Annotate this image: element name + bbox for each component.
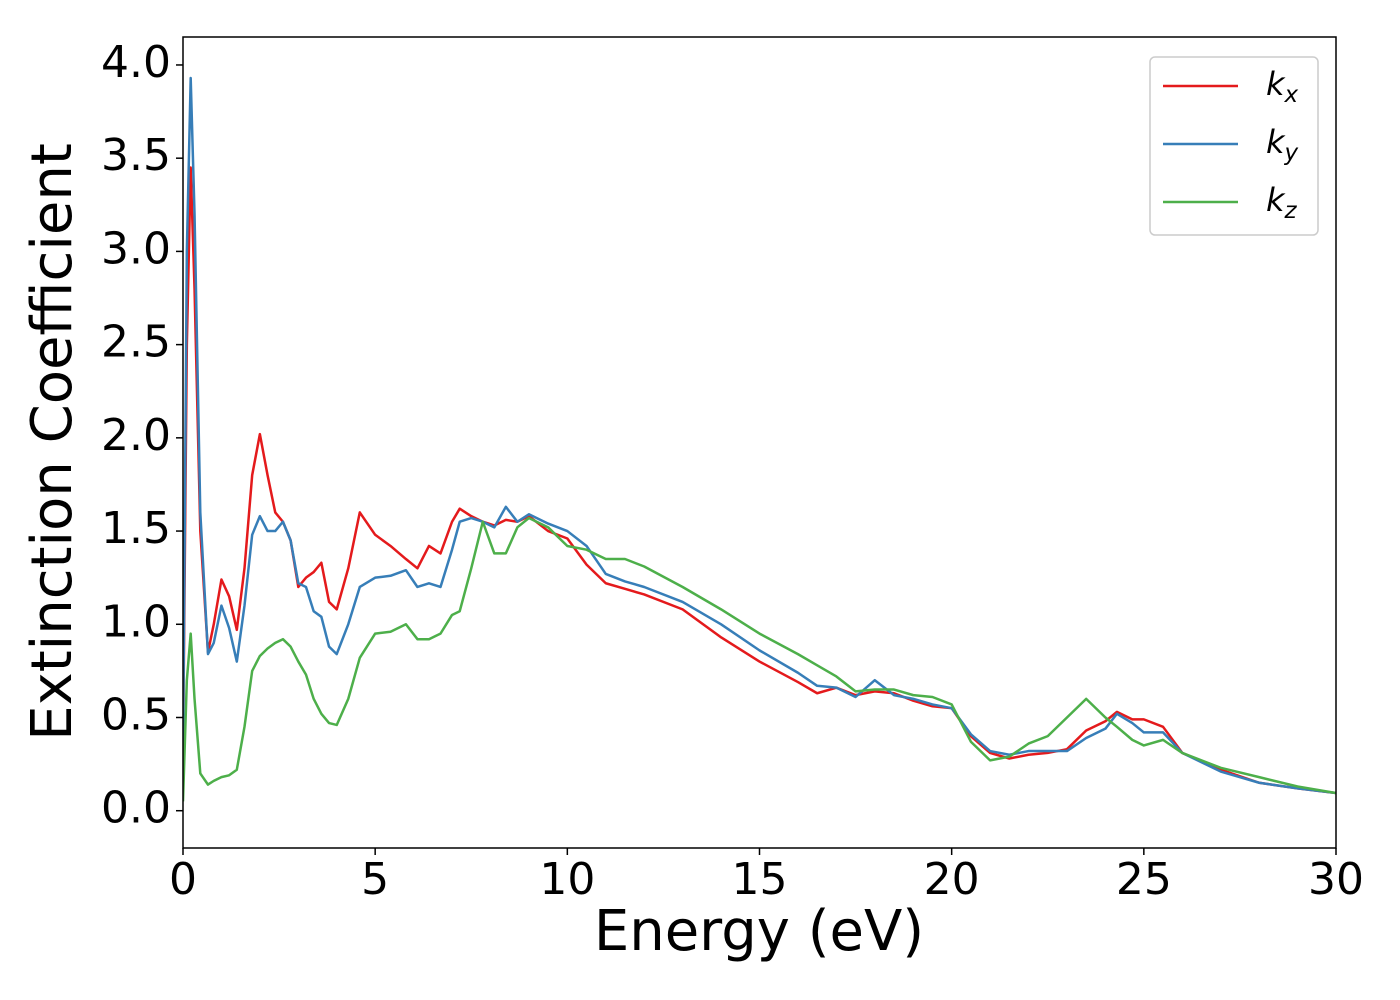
plot-frame bbox=[182, 36, 1337, 849]
x-tick-label: 20 bbox=[924, 854, 980, 905]
y-tick-label: 2.5 bbox=[101, 317, 171, 368]
y-tick-label: 3.0 bbox=[101, 223, 171, 274]
y-tick-label: 1.0 bbox=[101, 596, 171, 647]
y-axis-label: Extinction Coefficient bbox=[20, 143, 85, 741]
x-tick-label: 5 bbox=[361, 854, 389, 905]
y-tick-label: 0.5 bbox=[101, 689, 171, 740]
x-tick-label: 15 bbox=[732, 854, 788, 905]
legend-label: kz bbox=[1266, 181, 1298, 224]
x-axis-label: Energy (eV) bbox=[594, 899, 924, 964]
y-tick-label: 4.0 bbox=[101, 37, 171, 88]
legend-label: kx bbox=[1266, 65, 1299, 108]
y-tick-label: 2.0 bbox=[101, 410, 171, 461]
legend-label: ky bbox=[1266, 123, 1299, 166]
x-tick-label: 25 bbox=[1116, 854, 1172, 905]
legend-box bbox=[1149, 56, 1319, 236]
y-tick-label: 0.0 bbox=[101, 783, 171, 834]
data-line bbox=[183, 166, 1336, 795]
x-tick-label: 0 bbox=[169, 854, 197, 905]
y-tick-label: 3.5 bbox=[101, 130, 171, 181]
x-tick-label: 10 bbox=[539, 854, 595, 905]
data-line bbox=[183, 76, 1336, 795]
x-tick-label: 30 bbox=[1308, 854, 1364, 905]
data-line bbox=[183, 516, 1336, 802]
y-tick-label: 1.5 bbox=[101, 503, 171, 554]
